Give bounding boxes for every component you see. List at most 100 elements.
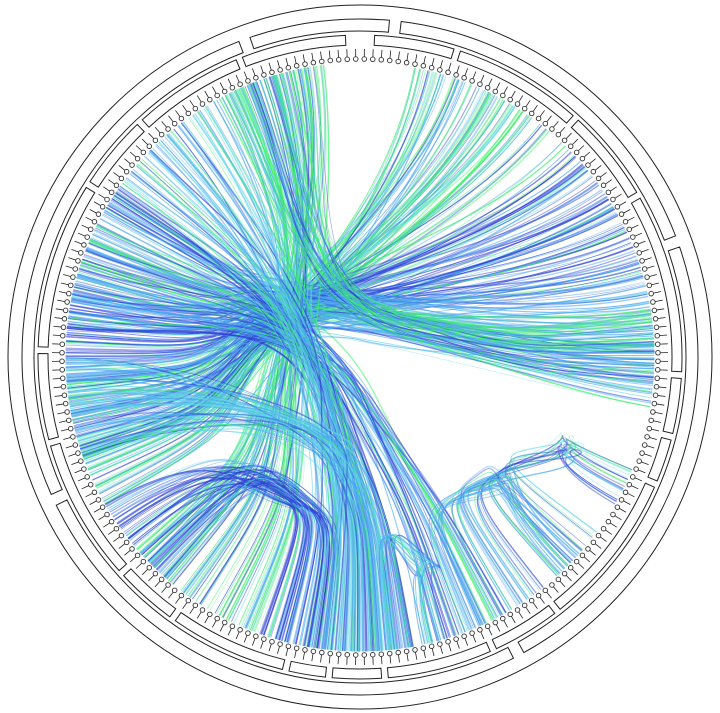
leaf-node	[654, 375, 660, 382]
leaf-tick	[637, 469, 646, 474]
leaf-node	[610, 196, 616, 203]
leaf-tick	[277, 60, 280, 69]
leaf-node	[129, 546, 135, 552]
inner-group-segment	[491, 604, 556, 650]
inner-group-segment	[630, 197, 683, 373]
leaf-tick	[609, 186, 617, 192]
edge	[120, 472, 304, 640]
leaf-node	[165, 126, 171, 132]
leaf-node	[59, 358, 65, 365]
leaf-tick	[634, 232, 643, 237]
leaf-tick	[488, 627, 493, 636]
leaf-tick	[57, 411, 66, 415]
leaf-node	[178, 115, 185, 122]
edge	[65, 175, 593, 356]
leaf-tick	[640, 461, 649, 466]
leaf-node	[87, 481, 94, 488]
leaf-node	[277, 641, 283, 647]
edge	[463, 478, 572, 600]
leaf-node	[605, 189, 612, 196]
inner-group-segment	[49, 442, 128, 572]
leaf-node	[626, 226, 633, 233]
leaf-tick	[54, 317, 63, 319]
edge	[233, 82, 301, 624]
edge	[74, 414, 383, 651]
leaf-tick	[627, 216, 635, 222]
leaf-node	[654, 341, 661, 347]
edge-bundle	[474, 432, 633, 597]
inner-group-segment	[456, 50, 574, 124]
leaf-node	[118, 175, 125, 182]
edge	[76, 413, 393, 650]
edge	[256, 81, 654, 379]
leaf-tick	[227, 78, 232, 87]
leaf-node	[192, 105, 199, 112]
edge	[141, 159, 376, 652]
leaf-tick	[646, 265, 655, 269]
edge	[143, 95, 284, 557]
leaf-node	[618, 497, 625, 503]
leaf-node	[428, 64, 435, 71]
leaf-node	[352, 56, 359, 62]
leaf-tick	[65, 445, 74, 449]
leaf-node	[370, 651, 376, 658]
leaf-node	[639, 450, 645, 456]
leaf-node	[327, 57, 334, 64]
leaf-node	[370, 56, 376, 63]
leaf-node	[622, 218, 629, 225]
leaf-tick	[589, 158, 596, 165]
edge	[216, 65, 327, 615]
leaf-tick	[599, 172, 607, 178]
leaf-node	[352, 652, 359, 658]
leaf-tick	[294, 650, 297, 659]
edge	[116, 471, 336, 650]
leaf-tick	[657, 317, 666, 319]
leaf-node	[420, 63, 427, 69]
leaf-node	[146, 143, 153, 150]
outer-ring	[7, 4, 713, 710]
leaf-node	[134, 155, 141, 162]
leaf-node	[386, 650, 393, 657]
edge	[182, 121, 342, 651]
leaf-node	[285, 643, 292, 650]
leaf-tick	[135, 562, 143, 569]
leaf-tick	[196, 611, 202, 619]
leaf-tick	[196, 95, 202, 103]
leaf-tick	[656, 403, 665, 406]
leaf-tick	[74, 469, 83, 474]
leaf-tick	[219, 624, 225, 632]
edge	[68, 389, 335, 649]
leaf-node	[277, 67, 283, 73]
leaf-node	[644, 434, 650, 440]
leaf-tick	[204, 90, 210, 99]
leaf-tick	[328, 50, 331, 59]
leaf-tick	[510, 90, 516, 99]
leaf-node	[344, 651, 350, 658]
leaf-tick	[328, 655, 331, 664]
leaf-node	[335, 57, 342, 63]
leaf-node	[237, 81, 243, 87]
leaf-tick	[93, 507, 102, 513]
leaf-tick	[89, 500, 97, 505]
edge-bundles	[65, 64, 655, 652]
inner-group-segment	[122, 568, 177, 618]
edge	[229, 92, 655, 347]
edge	[96, 224, 498, 618]
leaf-node	[361, 56, 368, 62]
leaf-node	[99, 204, 106, 210]
leaf-tick	[565, 132, 572, 140]
leaf-node	[595, 175, 602, 182]
leaf-node	[386, 57, 393, 64]
leaf-node	[636, 458, 642, 464]
leaf-node	[207, 611, 213, 618]
leaf-node	[622, 489, 629, 496]
edge	[428, 475, 563, 634]
edge	[65, 362, 410, 648]
edge	[241, 87, 654, 377]
leaf-tick	[552, 586, 559, 593]
outer-group-segment	[399, 20, 677, 241]
leaf-tick	[518, 611, 524, 619]
leaf-tick	[81, 485, 90, 490]
leaf-tick	[77, 477, 86, 482]
leaf-tick	[656, 308, 665, 311]
